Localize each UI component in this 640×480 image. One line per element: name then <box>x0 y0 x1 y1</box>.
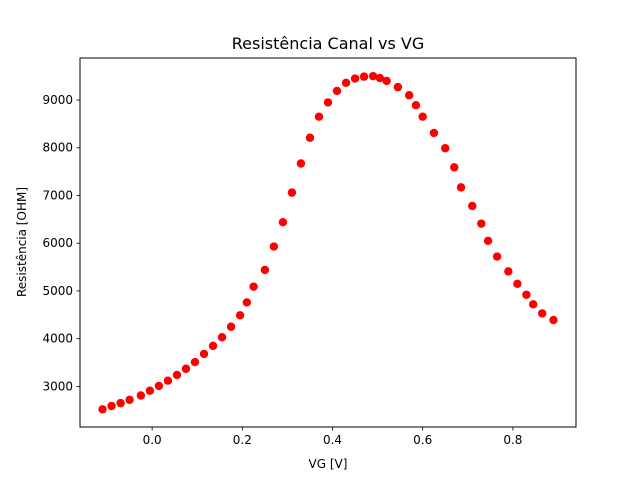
y-tick-label: 5000 <box>42 284 73 298</box>
data-point <box>296 159 306 168</box>
data-point <box>341 78 351 88</box>
data-point <box>323 98 333 107</box>
data-point <box>411 101 421 110</box>
x-tick-label: 0.2 <box>233 433 252 447</box>
y-tick-label: 9000 <box>42 93 73 107</box>
data-point <box>513 279 522 288</box>
data-point <box>522 290 531 299</box>
data-point <box>235 311 245 320</box>
data-point <box>332 86 342 96</box>
data-point <box>260 265 270 275</box>
data-point <box>199 349 209 359</box>
y-tick-label: 3000 <box>42 379 73 393</box>
data-point <box>125 395 134 404</box>
data-point <box>429 128 439 138</box>
data-point <box>393 82 403 92</box>
data-point <box>305 133 315 142</box>
data-point <box>450 163 459 172</box>
data-point <box>172 370 182 380</box>
data-point <box>456 183 466 192</box>
data-point <box>217 333 227 342</box>
data-point <box>483 236 493 246</box>
x-axis: 0.0 0.2 0.4 0.6 0.8 <box>143 427 522 447</box>
data-point <box>154 381 164 391</box>
data-point <box>145 386 155 395</box>
data-point <box>528 300 538 309</box>
data-point <box>441 144 450 153</box>
y-tick-label: 8000 <box>42 141 73 155</box>
data-point <box>136 391 146 400</box>
data-point <box>382 76 391 86</box>
data-point <box>492 252 502 261</box>
data-point <box>418 112 427 121</box>
data-point <box>107 401 116 411</box>
data-point <box>549 315 558 325</box>
data-point <box>116 398 125 408</box>
data-point <box>163 376 173 385</box>
data-point <box>287 188 297 197</box>
data-point <box>368 71 378 81</box>
x-tick-label: 0.6 <box>413 433 432 447</box>
data-point <box>278 218 288 227</box>
data-point <box>190 357 200 367</box>
data-point <box>404 91 414 100</box>
data-point <box>477 219 486 228</box>
chart-title: Resistência Canal vs VG <box>232 34 424 53</box>
plot-area <box>98 71 558 414</box>
y-axis: 3000 4000 5000 6000 7000 8000 9000 <box>42 93 80 393</box>
y-tick-label: 4000 <box>42 332 73 346</box>
data-point <box>359 72 369 81</box>
x-tick-label: 0.8 <box>503 433 522 447</box>
x-tick-label: 0.4 <box>323 433 342 447</box>
data-point <box>269 242 279 251</box>
x-tick-label: 0.0 <box>143 433 162 447</box>
data-point <box>242 298 252 307</box>
y-tick-label: 7000 <box>42 188 73 202</box>
data-point <box>375 73 385 83</box>
data-point <box>537 309 547 318</box>
x-axis-label: VG [V] <box>309 457 348 471</box>
data-point <box>314 112 324 121</box>
data-point <box>181 364 191 373</box>
data-point <box>504 267 513 276</box>
data-point <box>350 74 360 83</box>
data-point <box>208 341 218 351</box>
data-point <box>226 322 236 331</box>
data-point <box>98 405 107 414</box>
data-point <box>249 282 258 291</box>
data-point <box>468 201 477 211</box>
plot-frame <box>79 57 577 428</box>
y-axis-label: Resistência [OHM] <box>15 187 29 297</box>
y-tick-label: 6000 <box>42 236 73 250</box>
